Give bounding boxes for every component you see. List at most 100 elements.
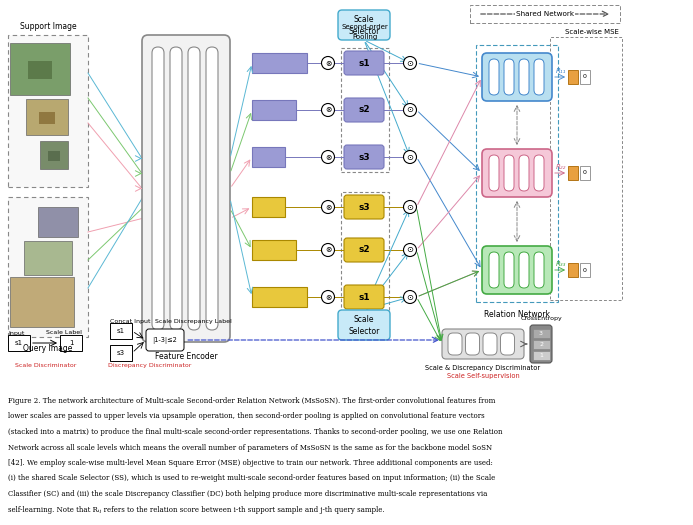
Text: Scale: Scale: [353, 316, 374, 324]
FancyBboxPatch shape: [504, 155, 514, 191]
Bar: [568, 263, 578, 277]
Bar: [24, 241, 72, 275]
FancyBboxPatch shape: [170, 47, 182, 330]
Circle shape: [403, 57, 416, 69]
Text: s1: s1: [358, 58, 370, 68]
Bar: [252, 240, 296, 260]
Bar: [10, 43, 70, 95]
Text: (i) the shared Scale Selector (SS), which is used to re-weight multi-scale secon: (i) the shared Scale Selector (SS), whic…: [8, 475, 495, 482]
Text: R₃₃: R₃₃: [556, 261, 566, 267]
Text: ⊙: ⊙: [407, 203, 414, 212]
Text: Scale: Scale: [353, 16, 374, 25]
Bar: [38, 207, 78, 237]
Text: Scale-wise MSE: Scale-wise MSE: [565, 29, 619, 35]
FancyBboxPatch shape: [338, 10, 390, 40]
Bar: [8, 35, 88, 187]
FancyBboxPatch shape: [530, 325, 552, 363]
Circle shape: [403, 244, 416, 257]
Text: s1: s1: [117, 328, 125, 334]
Circle shape: [403, 103, 416, 117]
Text: ⊙: ⊙: [407, 106, 414, 114]
Bar: [26, 99, 68, 135]
FancyBboxPatch shape: [188, 47, 200, 330]
Text: ⊙: ⊙: [407, 292, 414, 301]
Text: s3: s3: [358, 203, 370, 212]
FancyBboxPatch shape: [482, 246, 552, 294]
FancyBboxPatch shape: [500, 333, 514, 355]
FancyBboxPatch shape: [489, 155, 499, 191]
FancyBboxPatch shape: [344, 145, 384, 169]
Text: Scale Self-supervision: Scale Self-supervision: [446, 373, 519, 379]
FancyBboxPatch shape: [504, 252, 514, 288]
FancyBboxPatch shape: [482, 149, 552, 197]
Text: ⊙: ⊙: [407, 246, 414, 255]
Text: s2: s2: [358, 106, 370, 114]
Bar: [341, 48, 389, 172]
FancyBboxPatch shape: [534, 252, 544, 288]
Bar: [580, 166, 590, 180]
FancyBboxPatch shape: [483, 333, 497, 355]
Text: R₂₂: R₂₂: [556, 164, 566, 170]
Bar: [8, 197, 88, 337]
FancyBboxPatch shape: [152, 47, 164, 330]
Text: 3: 3: [539, 331, 543, 336]
Bar: [28, 61, 52, 79]
Text: Support Image: Support Image: [19, 22, 76, 31]
FancyBboxPatch shape: [442, 329, 524, 359]
Text: Scale Label: Scale Label: [46, 331, 82, 335]
Circle shape: [322, 290, 335, 303]
Bar: [49, 151, 60, 161]
Bar: [252, 100, 296, 120]
Bar: [60, 335, 82, 351]
Text: Relation Network: Relation Network: [484, 310, 550, 319]
Circle shape: [322, 201, 335, 214]
Bar: [532, 351, 550, 360]
Text: Scale & Discrepancy Discriminator: Scale & Discrepancy Discriminator: [426, 365, 541, 371]
Bar: [341, 192, 389, 312]
Text: CrossEntropy: CrossEntropy: [520, 316, 562, 321]
Text: Scale Discriminator: Scale Discriminator: [15, 363, 77, 368]
Bar: [40, 141, 68, 169]
Text: Discrepancy Discriminator: Discrepancy Discriminator: [108, 363, 192, 368]
FancyBboxPatch shape: [146, 329, 184, 351]
Text: ⊗: ⊗: [325, 246, 331, 255]
Text: Query Image: Query Image: [24, 344, 73, 353]
Text: ⊗: ⊗: [325, 106, 331, 114]
FancyBboxPatch shape: [534, 59, 544, 95]
Text: Figure 2. The network architecture of Multi-scale Second-order Relation Network : Figure 2. The network architecture of Mu…: [8, 397, 495, 405]
Bar: [39, 112, 55, 124]
Bar: [252, 287, 307, 307]
Bar: [8, 335, 30, 351]
Text: ⊙: ⊙: [407, 58, 414, 68]
Bar: [532, 340, 550, 349]
Text: self-learning. Note that Rᵢⱼ refers to the relation score between i-th support s: self-learning. Note that Rᵢⱼ refers to t…: [8, 506, 385, 513]
Circle shape: [403, 290, 416, 303]
Text: (stacked into a matrix) to produce the final multi-scale second-order representa: (stacked into a matrix) to produce the f…: [8, 428, 502, 436]
Circle shape: [322, 244, 335, 257]
Text: Input: Input: [8, 331, 24, 335]
Text: s3: s3: [358, 152, 370, 162]
Bar: [110, 345, 132, 361]
FancyBboxPatch shape: [344, 51, 384, 75]
Text: Classifier (SC) and (iii) the scale Discrepancy Classifier (DC) both helping pro: Classifier (SC) and (iii) the scale Disc…: [8, 490, 487, 498]
FancyBboxPatch shape: [344, 285, 384, 309]
FancyBboxPatch shape: [489, 252, 499, 288]
FancyBboxPatch shape: [448, 333, 462, 355]
Bar: [252, 53, 307, 73]
FancyBboxPatch shape: [344, 98, 384, 122]
Circle shape: [322, 103, 335, 117]
Circle shape: [322, 57, 335, 69]
Bar: [580, 263, 590, 277]
FancyBboxPatch shape: [344, 195, 384, 219]
FancyBboxPatch shape: [142, 35, 230, 342]
FancyBboxPatch shape: [206, 47, 218, 330]
Text: Shared Network: Shared Network: [516, 11, 574, 17]
Text: ⊗: ⊗: [325, 292, 331, 301]
Text: Concat Input: Concat Input: [110, 319, 150, 323]
Text: 1: 1: [69, 340, 73, 346]
Bar: [550, 37, 622, 300]
Circle shape: [403, 201, 416, 214]
FancyBboxPatch shape: [519, 155, 529, 191]
Bar: [252, 197, 285, 217]
Bar: [110, 323, 132, 339]
